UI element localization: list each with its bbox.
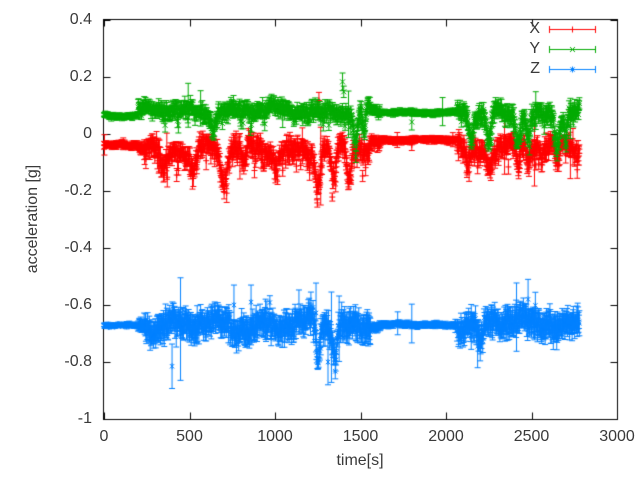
legend-label-x: X (529, 20, 540, 37)
x-tick-label: 0 (99, 428, 109, 445)
y-tick-label: -0.2 (64, 182, 92, 199)
y-tick-label: -0.4 (64, 239, 92, 256)
x-axis-title: time[s] (336, 452, 384, 469)
y-tick-label: -0.6 (64, 296, 92, 313)
x-tick-label: 1000 (257, 428, 293, 445)
legend-label-y: Y (529, 40, 540, 57)
y-tick-label: -1 (77, 410, 92, 427)
x-tick-label: 3000 (599, 428, 635, 445)
y-tick-label: 0.2 (69, 68, 92, 85)
y-tick-label: -0.8 (64, 353, 92, 370)
x-tick-label: 500 (176, 428, 203, 445)
y-tick-label: 0.4 (69, 11, 92, 28)
legend-label-z: Z (530, 60, 540, 77)
x-tick-label: 1500 (342, 428, 379, 445)
x-tick-label: 2500 (513, 428, 550, 445)
y-tick-label: 0 (83, 125, 92, 142)
x-tick-label: 2000 (428, 428, 464, 445)
